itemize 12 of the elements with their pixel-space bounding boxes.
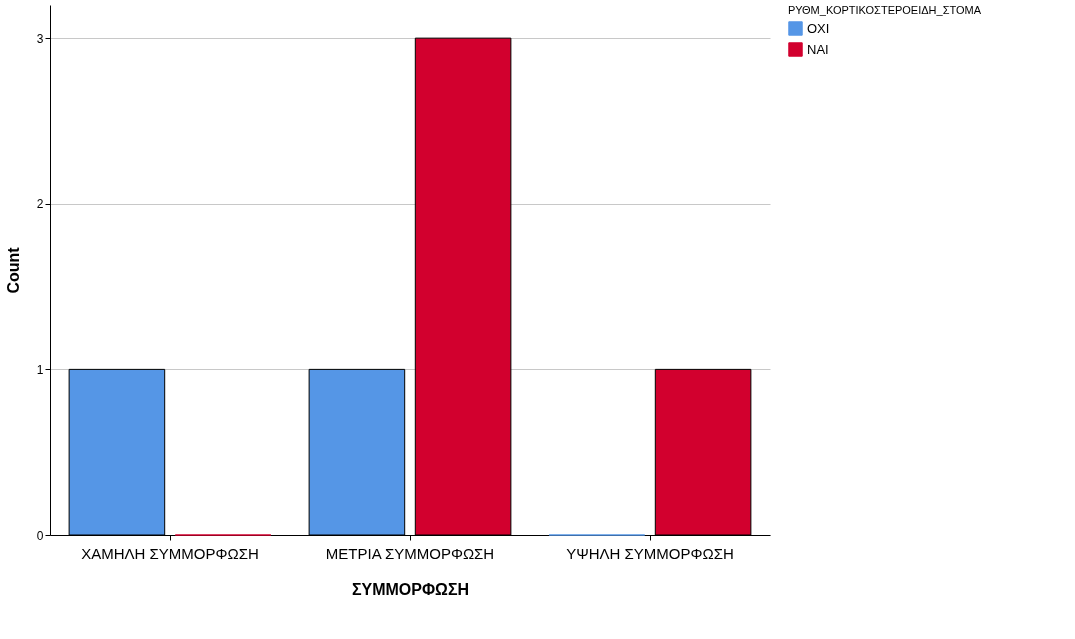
y-tick-label: 0 bbox=[36, 528, 44, 543]
y-tick-label: 3 bbox=[36, 31, 44, 46]
y-tick-label: 2 bbox=[36, 197, 44, 212]
x-tick-label: ΥΨΗΛΗ ΣΥΜΜΟΡΦΩΣΗ bbox=[566, 544, 734, 562]
x-axis-title: ΣΥΜΜΟΡΦΩΣΗ bbox=[351, 580, 470, 598]
x-tick-label: ΧΑΜΗΛΗ ΣΥΜΜΟΡΦΩΣΗ bbox=[81, 544, 259, 562]
y-axis-title: Count bbox=[4, 246, 22, 294]
legend-label: ΝΑΙ bbox=[807, 41, 829, 57]
y-tick-label: 1 bbox=[36, 362, 44, 377]
legend-title: ΡΥΘΜ_ΚΟΡΤΙΚΟΣΤΕΡΟΕΙΔΗ_ΣΤΟΜΑ bbox=[788, 4, 982, 16]
legend-label: ΟΧΙ bbox=[807, 20, 830, 36]
x-tick-label: ΜΕΤΡΙΑ ΣΥΜΜΟΡΦΩΣΗ bbox=[325, 544, 495, 562]
